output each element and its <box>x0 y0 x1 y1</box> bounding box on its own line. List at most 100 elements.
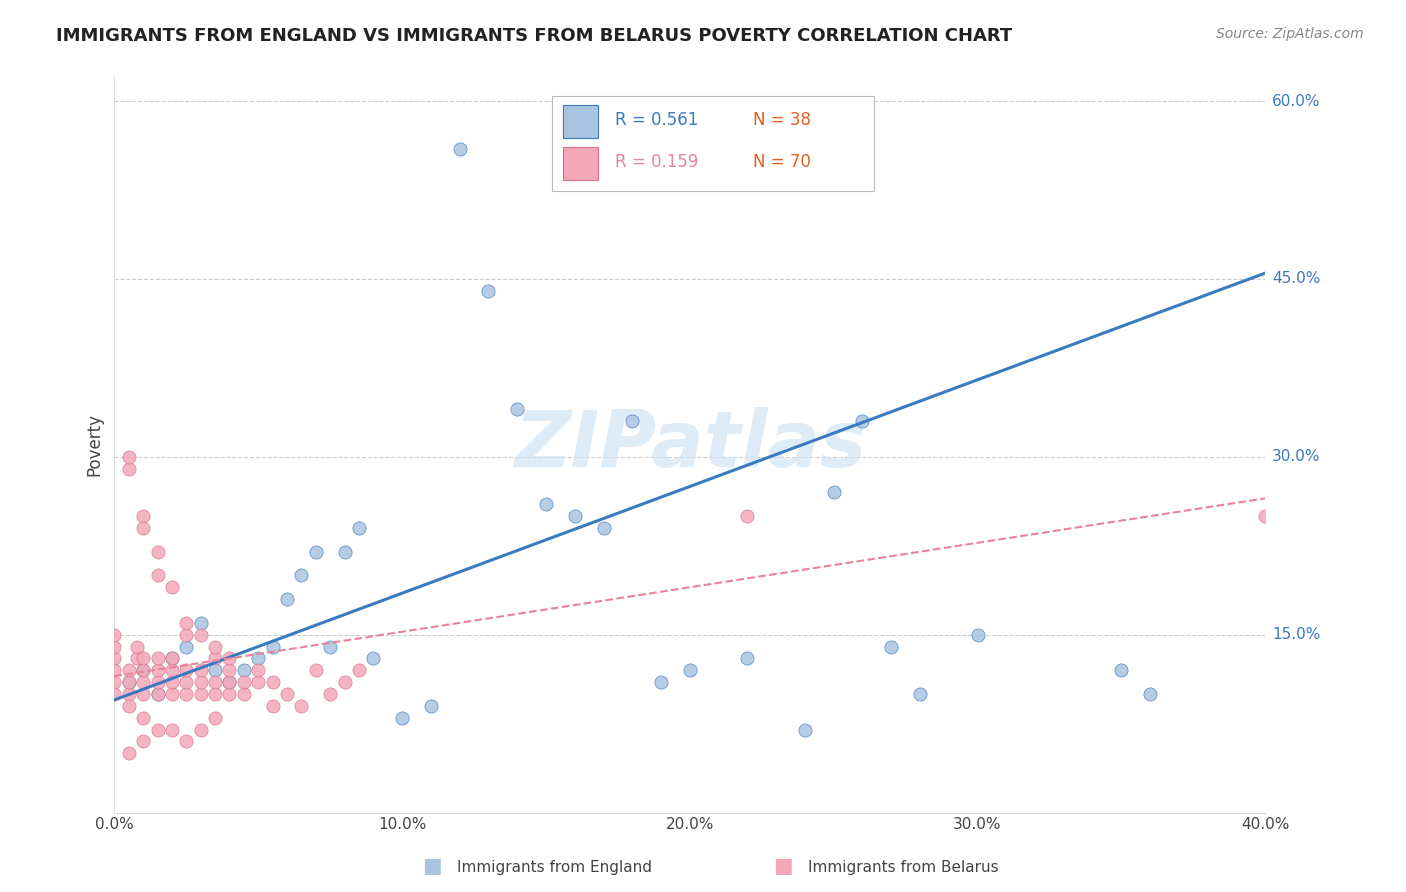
Text: ZIPatlas: ZIPatlas <box>513 407 866 483</box>
Point <box>118 675 141 690</box>
Point <box>1111 663 1133 677</box>
Point <box>1139 687 1161 701</box>
Point <box>218 687 240 701</box>
Text: ■: ■ <box>422 856 441 876</box>
Point <box>103 640 125 654</box>
Point <box>880 640 903 654</box>
Point <box>262 698 284 713</box>
Point <box>160 580 183 594</box>
Point <box>737 651 759 665</box>
Point <box>679 663 702 677</box>
Point <box>564 509 586 524</box>
Point <box>176 640 198 654</box>
Point <box>419 698 441 713</box>
FancyBboxPatch shape <box>564 105 598 138</box>
Point <box>132 734 155 748</box>
Point <box>290 698 312 713</box>
Text: Immigrants from England: Immigrants from England <box>457 861 652 875</box>
Point <box>592 521 614 535</box>
Point <box>176 675 198 690</box>
Point <box>793 723 815 737</box>
Point <box>347 663 370 677</box>
Text: 30.0%: 30.0% <box>1272 450 1320 465</box>
Point <box>276 687 298 701</box>
Point <box>319 640 342 654</box>
Point <box>132 651 155 665</box>
Point <box>232 663 254 677</box>
Text: R = 0.159: R = 0.159 <box>614 153 699 171</box>
Point <box>160 675 183 690</box>
Point <box>966 628 988 642</box>
Point <box>650 675 672 690</box>
Point <box>204 711 226 725</box>
Text: Immigrants from Belarus: Immigrants from Belarus <box>808 861 1000 875</box>
Point <box>247 663 270 677</box>
Text: R = 0.561: R = 0.561 <box>614 112 699 129</box>
Point <box>118 663 141 677</box>
Point <box>1254 509 1277 524</box>
Text: N = 38: N = 38 <box>754 112 811 129</box>
Point <box>127 651 149 665</box>
Point <box>247 651 270 665</box>
Point <box>218 651 240 665</box>
Point <box>190 628 212 642</box>
Point <box>305 663 328 677</box>
Point <box>247 675 270 690</box>
Point <box>132 687 155 701</box>
Y-axis label: Poverty: Poverty <box>86 414 103 476</box>
Point <box>737 509 759 524</box>
Text: 60.0%: 60.0% <box>1272 94 1320 109</box>
Point <box>103 687 125 701</box>
Point <box>118 698 141 713</box>
Point <box>262 640 284 654</box>
Point <box>218 663 240 677</box>
Point <box>333 675 356 690</box>
Point <box>363 651 385 665</box>
Point <box>204 675 226 690</box>
Point <box>103 663 125 677</box>
Point <box>506 402 529 417</box>
Point <box>146 723 169 737</box>
Point <box>190 663 212 677</box>
Point <box>190 687 212 701</box>
Point <box>333 544 356 558</box>
Point <box>146 568 169 582</box>
Point <box>204 663 226 677</box>
Point <box>146 675 169 690</box>
Point <box>146 687 169 701</box>
Point <box>118 461 141 475</box>
Point <box>534 497 557 511</box>
Point <box>276 592 298 607</box>
Point <box>132 509 155 524</box>
Point <box>176 687 198 701</box>
Point <box>146 687 169 701</box>
Point <box>908 687 931 701</box>
Point <box>160 651 183 665</box>
Text: ■: ■ <box>773 856 793 876</box>
Point <box>391 711 413 725</box>
Point <box>146 544 169 558</box>
Point <box>319 687 342 701</box>
Text: IMMIGRANTS FROM ENGLAND VS IMMIGRANTS FROM BELARUS POVERTY CORRELATION CHART: IMMIGRANTS FROM ENGLAND VS IMMIGRANTS FR… <box>56 27 1012 45</box>
Point <box>160 663 183 677</box>
Point <box>176 615 198 630</box>
Point <box>232 675 254 690</box>
Point <box>118 675 141 690</box>
Point <box>160 651 183 665</box>
Point <box>190 723 212 737</box>
Text: Source: ZipAtlas.com: Source: ZipAtlas.com <box>1216 27 1364 41</box>
Point <box>290 568 312 582</box>
Point <box>190 615 212 630</box>
Point <box>176 734 198 748</box>
Point <box>132 521 155 535</box>
Point <box>851 414 873 428</box>
Point <box>132 711 155 725</box>
Point <box>103 675 125 690</box>
Point <box>232 687 254 701</box>
Point <box>204 651 226 665</box>
FancyBboxPatch shape <box>551 95 875 192</box>
Point <box>176 663 198 677</box>
Point <box>190 675 212 690</box>
Point <box>118 450 141 464</box>
Point <box>477 284 499 298</box>
